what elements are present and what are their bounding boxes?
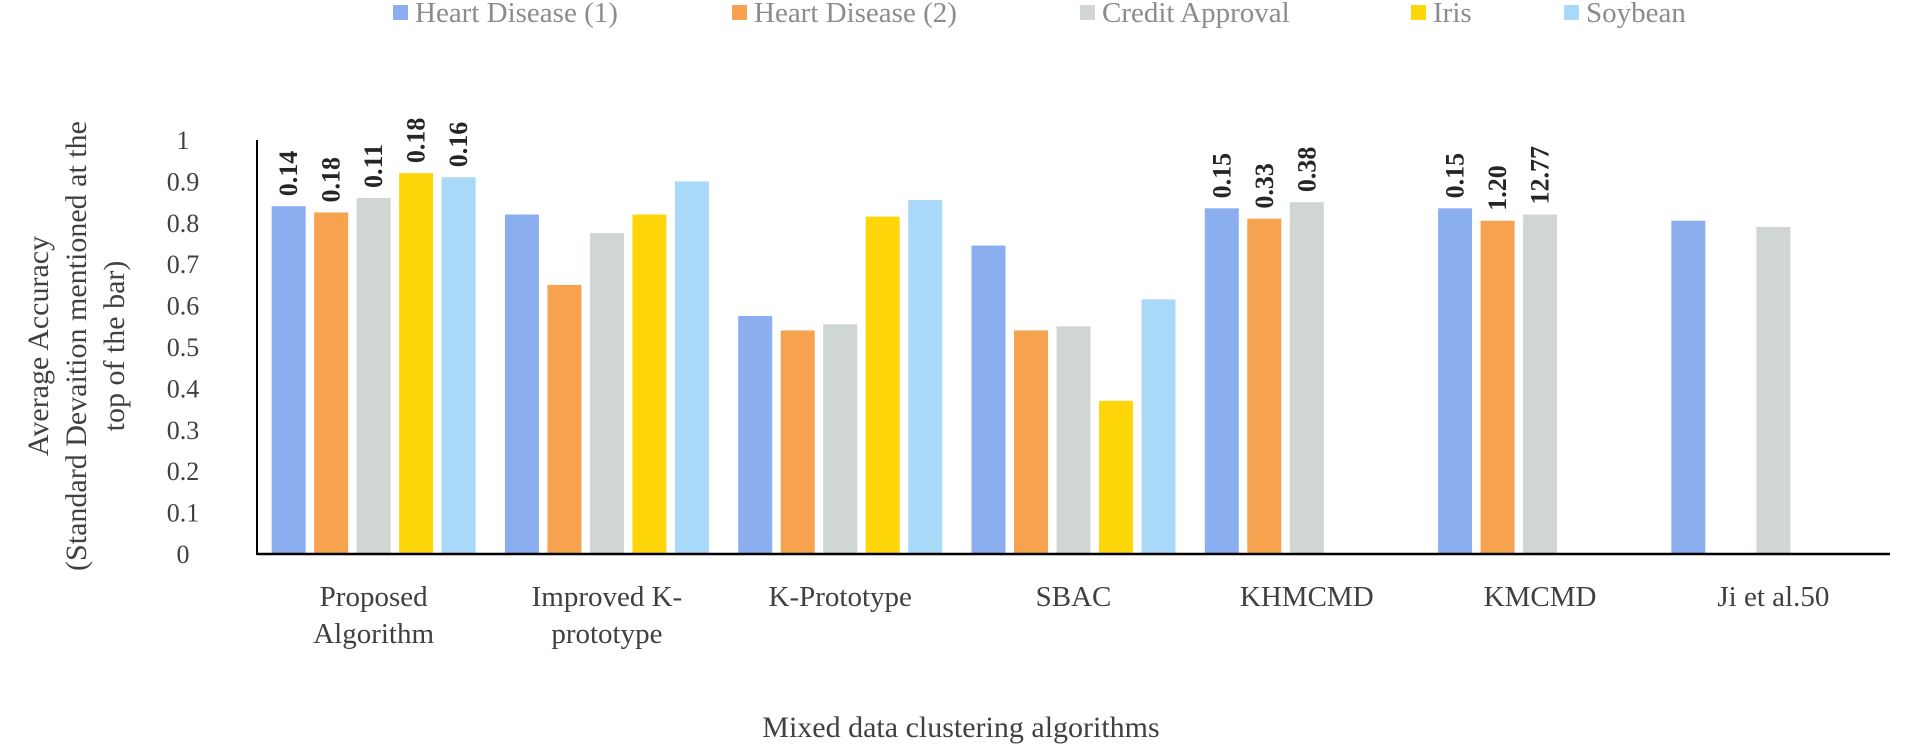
bar	[589, 233, 624, 554]
bar	[504, 214, 539, 554]
bar	[1480, 220, 1515, 555]
legend-item: Heart Disease (1)	[393, 0, 618, 29]
y-axis-ticks: 0 0.1 0.2 0.3 0.4 0.5 0.6 0.7 0.8 0.9 1	[167, 126, 200, 569]
bar-value-label: 0.38	[1292, 147, 1321, 193]
bar	[1756, 226, 1791, 554]
bar	[271, 206, 306, 555]
x-axis-label: Mixed data clustering algorithms	[762, 711, 1159, 744]
bar-value-label: 12.77	[1526, 146, 1555, 205]
legend-item: Credit Approval	[1080, 0, 1290, 29]
legend-label: Heart Disease (2)	[754, 0, 957, 29]
axes	[256, 140, 1890, 556]
y-tick-label: 0	[177, 540, 190, 569]
bar	[1204, 208, 1239, 554]
bar-value-label: 0.33	[1250, 163, 1279, 209]
legend: Heart Disease (1) Heart Disease (2) Credit…	[393, 0, 1686, 29]
bar	[547, 284, 582, 554]
bar-value-label: 0.16	[444, 122, 473, 168]
bar	[1438, 208, 1473, 554]
x-tick-label: KMCMD	[1484, 581, 1597, 613]
bar-value-labels: 0.14 0.18 0.11 0.18 0.16 0.15 0.33 0.38 0.15 1.20…	[274, 118, 1554, 211]
y-tick-label: 0.6	[167, 292, 200, 321]
bar	[356, 197, 391, 554]
bar-value-label: 0.18	[402, 118, 431, 164]
bar	[823, 324, 858, 554]
bar	[1247, 218, 1282, 554]
y-axis-label: Average Accuracy (Standard Devaition ment…	[22, 121, 131, 571]
legend-swatch	[1080, 5, 1095, 20]
bar-value-label: 0.15	[1441, 153, 1470, 199]
bar	[314, 212, 349, 554]
legend-swatch	[1564, 5, 1579, 20]
bar	[1671, 220, 1706, 555]
y-tick-label: 0.2	[167, 457, 200, 486]
bars	[271, 173, 1791, 555]
y-tick-label: 0.1	[167, 499, 200, 528]
bar	[908, 200, 943, 554]
legend-label: Soybean	[1586, 0, 1686, 29]
bar	[865, 216, 900, 554]
bar	[1056, 326, 1091, 554]
y-axis-label-line: top of the bar)	[98, 261, 131, 432]
bar-value-label: 1.20	[1483, 165, 1512, 211]
x-tick-label: Algorithm	[313, 618, 434, 650]
bar	[1099, 400, 1133, 554]
legend-item: Iris	[1411, 0, 1472, 29]
y-tick-label: 0.8	[167, 209, 200, 238]
bar-value-label: 0.18	[317, 157, 346, 203]
bar	[780, 330, 815, 554]
x-tick-label: Proposed	[320, 581, 428, 613]
legend-label: Heart Disease (1)	[415, 0, 618, 29]
bar	[632, 214, 667, 554]
y-tick-label: 0.7	[167, 250, 200, 279]
y-tick-label: 0.4	[167, 374, 200, 403]
legend-item: Heart Disease (2)	[732, 0, 957, 29]
bar	[971, 245, 1006, 554]
x-tick-label: SBAC	[1036, 581, 1112, 613]
y-tick-label: 0.9	[167, 167, 200, 196]
bar	[1523, 214, 1558, 554]
y-axis-label-line: Average Accuracy	[22, 236, 55, 456]
bar	[441, 177, 476, 554]
bar	[1141, 299, 1176, 554]
legend-label: Credit Approval	[1102, 0, 1290, 29]
y-tick-label: 1	[177, 126, 190, 155]
bar-value-label: 0.15	[1207, 153, 1236, 199]
legend-item: Soybean	[1564, 0, 1686, 29]
legend-swatch	[1411, 5, 1426, 20]
legend-swatch	[732, 5, 747, 20]
bar	[1014, 330, 1048, 554]
bar	[674, 181, 709, 554]
x-axis-ticks: Proposed Algorithm Improved K-prototype K-P…	[313, 581, 1829, 650]
x-tick-label: Ji et al.50	[1717, 581, 1829, 613]
y-axis-label-line: (Standard Devaition mentioned at the	[60, 121, 93, 571]
legend-swatch	[393, 5, 408, 20]
bar-value-label: 0.11	[359, 144, 388, 188]
bar	[399, 173, 434, 554]
y-tick-label: 0.5	[167, 333, 200, 362]
x-tick-label: K-Prototype	[769, 581, 912, 613]
x-tick-label: Improved K-	[532, 581, 683, 613]
y-tick-label: 0.3	[167, 416, 200, 445]
bar	[1289, 202, 1324, 554]
x-tick-label: prototype	[551, 618, 662, 650]
legend-label: Iris	[1433, 0, 1472, 29]
bar	[738, 315, 773, 554]
x-tick-label: KHMCMD	[1240, 581, 1374, 613]
bar-value-label: 0.14	[274, 151, 303, 197]
